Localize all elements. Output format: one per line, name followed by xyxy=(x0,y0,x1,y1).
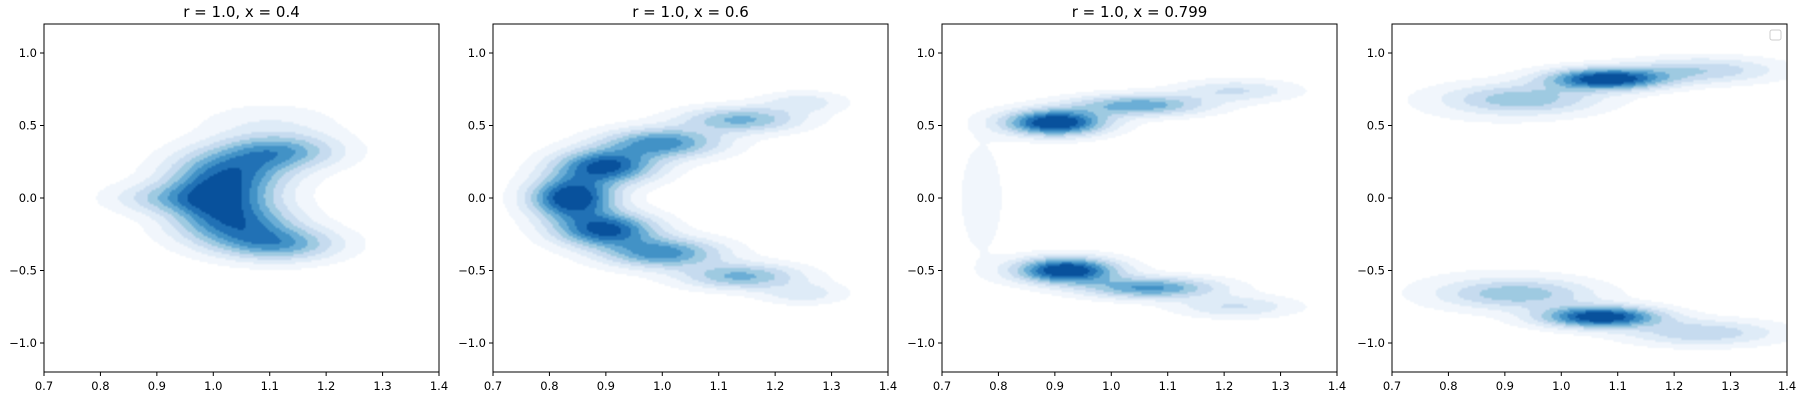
panel-title: r = 1.0, x = 0.6 xyxy=(632,3,749,21)
density-contours xyxy=(493,24,888,372)
x-tick-label: 1.3 xyxy=(1721,379,1739,393)
x-tick-label: 1.3 xyxy=(822,379,840,393)
x-tick-label: 1.1 xyxy=(261,379,279,393)
x-tick-label: 0.8 xyxy=(1439,379,1457,393)
y-tick-label: 0.5 xyxy=(19,119,37,133)
y-tick-label: 0.0 xyxy=(917,191,935,205)
y-tick-label: 0.0 xyxy=(468,191,486,205)
panel-3: 0.7 0.8 0.9 1.0 1.1 1.2 1.3 1.4 −1.0 −0.5 0.0 0.5 1.… xyxy=(907,3,1346,393)
x-tick-label: 0.9 xyxy=(597,379,615,393)
x-tick-label: 0.8 xyxy=(989,379,1007,393)
x-tick-label: 1.0 xyxy=(1102,379,1120,393)
x-tick-label: 1.4 xyxy=(879,379,897,393)
y-tick-label: 0.0 xyxy=(19,191,37,205)
y-tick-label: 1.0 xyxy=(468,46,486,60)
x-tick-label: 1.3 xyxy=(373,379,391,393)
x-tick-label: 0.8 xyxy=(540,379,558,393)
x-tick-label: 0.7 xyxy=(484,379,502,393)
x-tick-label: 1.4 xyxy=(1778,379,1796,393)
density-contours xyxy=(1392,24,1787,372)
x-tick-label: 1.1 xyxy=(710,379,728,393)
x-tick-label: 0.7 xyxy=(933,379,951,393)
x-tick-label: 1.0 xyxy=(1552,379,1570,393)
x-tick-label: 1.1 xyxy=(1159,379,1177,393)
y-tick-label: 1.0 xyxy=(19,46,37,60)
panel-title: r = 1.0, x = 0.4 xyxy=(183,3,300,21)
x-tick-label: 1.2 xyxy=(1665,379,1683,393)
panel-4: 0.7 0.8 0.9 1.0 1.1 1.2 1.3 1.4 −1.0 −0.5 0.0 0.5 1.… xyxy=(1357,23,1796,393)
y-tick-label: −0.5 xyxy=(907,264,935,278)
density-contours xyxy=(44,24,439,372)
panel-2: 0.7 0.8 0.9 1.0 1.1 1.2 1.3 1.4 −1.0 −0.5 0.0 0.5 1.… xyxy=(458,3,897,393)
y-tick-label: −1.0 xyxy=(9,336,37,350)
x-tick-label: 1.2 xyxy=(317,379,335,393)
y-tick-label: −1.0 xyxy=(907,336,935,350)
x-tick-label: 1.2 xyxy=(766,379,784,393)
y-tick-label: −0.5 xyxy=(9,264,37,278)
x-tick-label: 0.7 xyxy=(35,379,53,393)
x-tick-label: 0.7 xyxy=(1383,379,1401,393)
x-tick-label: 1.0 xyxy=(653,379,671,393)
y-tick-label: −0.5 xyxy=(1357,264,1385,278)
y-tick-label: 1.0 xyxy=(1367,46,1385,60)
y-tick-label: 0.5 xyxy=(917,119,935,133)
y-tick-label: −1.0 xyxy=(1357,336,1385,350)
y-tick-label: 0.5 xyxy=(468,119,486,133)
y-tick-label: −1.0 xyxy=(458,336,486,350)
x-tick-label: 0.8 xyxy=(91,379,109,393)
x-tick-label: 1.4 xyxy=(430,379,448,393)
panel-1: 0.7 0.8 0.9 1.0 1.1 1.2 1.3 1.4 −1.0 −0.5 0.0 0.5 1.… xyxy=(9,3,448,393)
x-tick-label: 1.3 xyxy=(1271,379,1289,393)
panel-title: r = 1.0, x = 0.799 xyxy=(1072,3,1208,21)
x-tick-label: 0.9 xyxy=(1046,379,1064,393)
x-tick-label: 0.9 xyxy=(148,379,166,393)
y-tick-label: 0.0 xyxy=(1367,191,1385,205)
x-tick-label: 1.0 xyxy=(204,379,222,393)
x-tick-label: 1.4 xyxy=(1328,379,1346,393)
y-tick-label: 1.0 xyxy=(917,46,935,60)
x-tick-label: 1.2 xyxy=(1215,379,1233,393)
density-contours xyxy=(942,24,1337,372)
x-tick-label: 1.1 xyxy=(1609,379,1627,393)
y-tick-label: −0.5 xyxy=(458,264,486,278)
legend-box xyxy=(1769,29,1782,41)
x-tick-label: 0.9 xyxy=(1496,379,1514,393)
y-tick-label: 0.5 xyxy=(1367,119,1385,133)
